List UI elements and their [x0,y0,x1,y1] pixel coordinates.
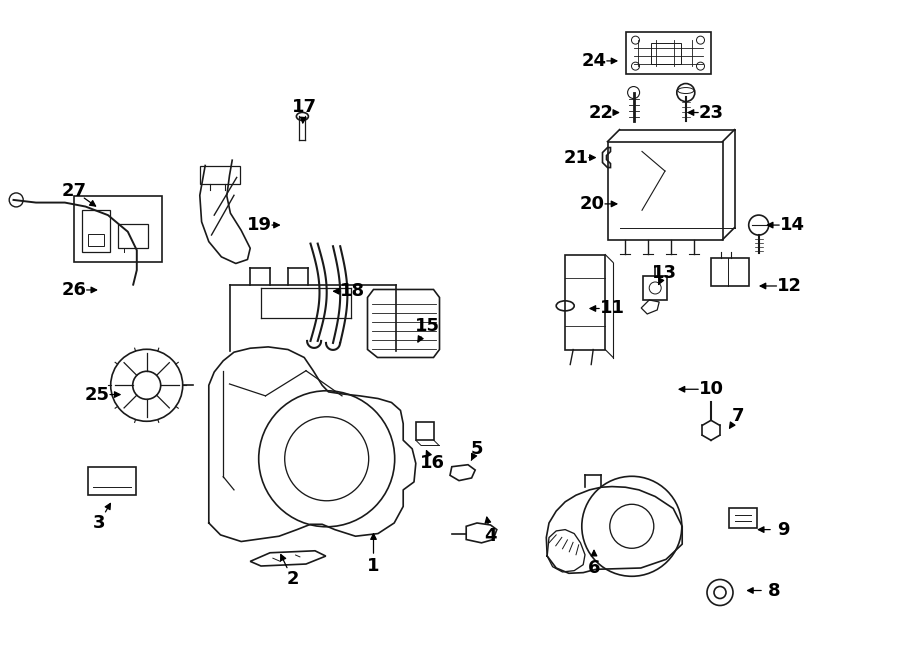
Bar [565,254,605,350]
Text: 21: 21 [563,148,589,167]
Bar [88,467,136,495]
Text: 6: 6 [588,559,600,577]
Bar [729,508,757,528]
Text: 13: 13 [652,263,677,282]
Bar [74,196,162,262]
Bar [416,422,434,440]
Text: 12: 12 [777,277,802,295]
Bar [651,42,680,64]
Text: 26: 26 [61,281,86,299]
Text: 3: 3 [93,514,105,532]
Text: 25: 25 [85,385,110,404]
Bar [711,258,749,286]
Text: 5: 5 [471,440,483,458]
Text: 1: 1 [367,557,380,575]
Text: 24: 24 [581,52,607,70]
Bar [82,210,110,252]
Bar [88,234,104,246]
Text: 10: 10 [698,380,724,399]
Text: 19: 19 [247,216,272,234]
Text: 9: 9 [777,520,789,539]
Text: 27: 27 [61,181,86,200]
Bar [644,276,667,300]
Text: 2: 2 [286,570,299,589]
Bar [118,224,148,248]
Text: 18: 18 [340,282,365,301]
Text: 23: 23 [698,103,724,122]
Text: 11: 11 [599,299,625,318]
Bar [608,142,723,240]
Bar [626,32,710,74]
Bar [200,166,240,183]
Text: 22: 22 [589,103,614,122]
Text: 14: 14 [779,216,805,234]
Text: 15: 15 [415,316,440,335]
Text: 4: 4 [484,527,497,545]
Text: 16: 16 [419,454,445,473]
Text: 20: 20 [580,195,605,213]
Text: 8: 8 [768,581,780,600]
Text: 7: 7 [732,406,744,425]
Text: 17: 17 [292,98,317,117]
